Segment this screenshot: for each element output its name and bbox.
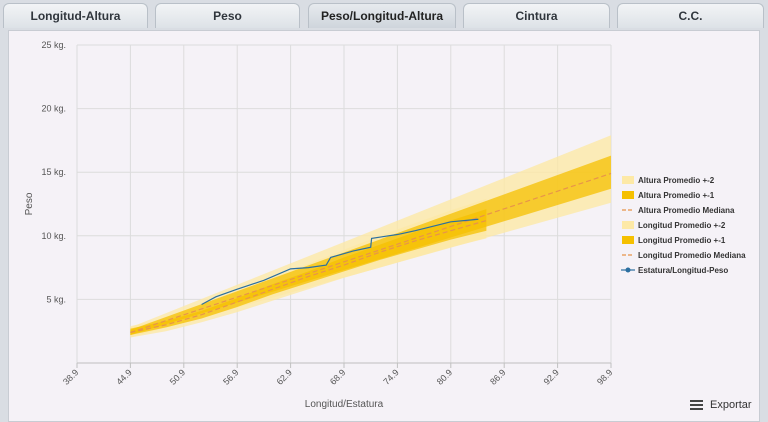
x-tick-label: 38.9 (61, 367, 80, 386)
legend-symbol-altura-promedio-2 (622, 176, 634, 184)
y-tick-label: 20 kg. (41, 104, 66, 114)
x-tick-label: 74.9 (381, 367, 400, 386)
x-tick-label: 92.9 (542, 367, 561, 386)
tab-peso[interactable]: Peso (155, 3, 300, 28)
legend-label-altura-promedio-2: Altura Promedio +-2 (638, 176, 715, 185)
x-axis-title: Longitud/Estatura (305, 399, 384, 410)
y-tick-label: 15 kg. (41, 167, 66, 177)
y-tick-label: 5 kg. (46, 294, 66, 304)
longitud-promedio-mediana-line (130, 219, 487, 334)
x-tick-label: 68.9 (328, 367, 347, 386)
export-button[interactable]: Exportar (690, 396, 752, 414)
y-tick-label: 10 kg. (41, 231, 66, 241)
longitud-promedio-1-band (130, 209, 487, 336)
chart-panel (8, 30, 760, 422)
patient-weight-line (201, 218, 479, 306)
altura-promedio-mediana-line (130, 172, 612, 334)
tab-peso-longitud-altura[interactable]: Peso/Longitud-Altura (308, 3, 456, 28)
tab-cc[interactable]: C.C. (617, 3, 764, 28)
x-tick-label: 80.9 (435, 367, 454, 386)
legend-symbol-longitud-promedio-1 (622, 236, 634, 244)
legend-label-longitud-promedio-mediana: Longitud Promedio Mediana (638, 251, 746, 260)
x-tick-label: 86.9 (488, 367, 507, 386)
menu-icon (690, 400, 703, 410)
x-tick-label: 56.9 (221, 367, 240, 386)
tab-longitud-altura[interactable]: Longitud-Altura (3, 3, 148, 28)
legend-label-estatura-longitud-peso: Estatura/Longitud-Peso (638, 266, 728, 275)
legend-label-altura-promedio-mediana: Altura Promedio Mediana (638, 206, 735, 215)
export-label: Exportar (710, 399, 752, 411)
tab-cintura[interactable]: Cintura (463, 3, 610, 28)
y-tick-label: 25 kg. (41, 40, 66, 50)
x-tick-label: 62.9 (275, 367, 294, 386)
y-axis-title: Peso (24, 192, 35, 215)
legend-label-altura-promedio-1: Altura Promedio +-1 (638, 191, 715, 200)
legend-label-longitud-promedio-1: Longitud Promedio +-1 (638, 236, 726, 245)
x-tick-label: 98.9 (595, 367, 614, 386)
tab-bar: Longitud-Altura Peso Peso/Longitud-Altur… (0, 0, 768, 30)
legend-marker-estatura-longitud-peso (625, 267, 631, 273)
legend-symbol-altura-promedio-1 (622, 191, 634, 199)
legend-symbol-longitud-promedio-2 (622, 221, 634, 229)
x-tick-label: 50.9 (168, 367, 187, 386)
legend-label-longitud-promedio-2: Longitud Promedio +-2 (638, 221, 726, 230)
x-tick-label: 44.9 (114, 367, 133, 386)
